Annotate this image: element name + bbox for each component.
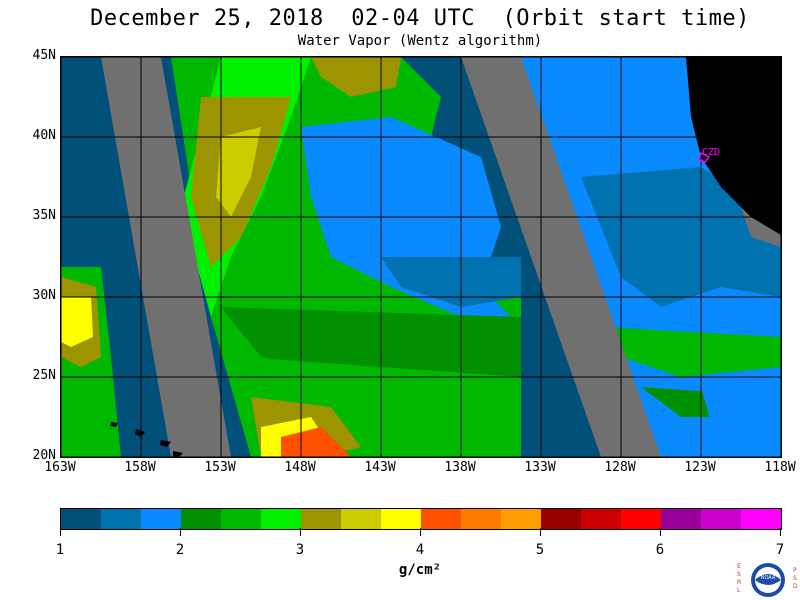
colorbar-units: g/cm² [398, 562, 442, 578]
colorbar-swatch [221, 509, 261, 529]
noaa-esrl-logo: E S R L P S D NOAA [737, 563, 798, 597]
colorbar-swatch [701, 509, 741, 529]
colorbar-tick-mark [540, 528, 541, 536]
czd-station-marker: CZD [698, 147, 720, 163]
land-hawaii-2 [135, 429, 145, 437]
land-hawaii-3 [160, 440, 171, 447]
colorbar-tick-mark [660, 528, 661, 536]
colorbar [60, 508, 782, 530]
lat-tick-label: 30N [32, 288, 56, 303]
colorbar-swatch [101, 509, 141, 529]
colorbar-swatch [381, 509, 421, 529]
svg-text:D: D [793, 583, 798, 590]
land-north-america [686, 57, 781, 235]
water-vapor-map: CZD [60, 56, 782, 458]
colorbar-swatch [301, 509, 341, 529]
lon-tick-label: 118W [764, 460, 796, 475]
lon-tick-label: 123W [684, 460, 716, 475]
map-title: December 25, 2018 02-04 UTC (Orbit start… [90, 6, 750, 31]
colorbar-swatch [461, 509, 501, 529]
colorbar-tick-mark [300, 528, 301, 536]
vapor-region-central-darkgreen [221, 307, 521, 387]
colorbar-tick-mark [780, 528, 781, 536]
svg-text:R: R [737, 579, 741, 586]
colorbar-swatch [541, 509, 581, 529]
vapor-region-central-olive-top [311, 57, 401, 97]
colorbar-swatch [181, 509, 221, 529]
colorbar-swatch [661, 509, 701, 529]
svg-text:S: S [737, 571, 741, 578]
colorbar-swatch [501, 509, 541, 529]
colorbar-tick-label: 7 [775, 542, 785, 558]
colorbar-swatch [621, 509, 661, 529]
lon-tick-label: 158W [124, 460, 156, 475]
colorbar-swatch [61, 509, 101, 529]
lat-tick-label: 45N [32, 48, 56, 63]
vapor-region-west-yellow [61, 297, 93, 347]
colorbar-swatch [741, 509, 781, 529]
lat-tick-label: 35N [32, 208, 56, 223]
colorbar-swatch [341, 509, 381, 529]
colorbar-tick-mark [180, 528, 181, 536]
vapor-region-east-deep [701, 377, 781, 457]
logo-right-letters: P [793, 567, 797, 574]
vapor-region-east-midblue [581, 167, 781, 307]
colorbar-swatch [261, 509, 301, 529]
colorbar-tick-label: 2 [175, 542, 185, 558]
colorbar-swatch [421, 509, 461, 529]
lon-tick-label: 143W [364, 460, 396, 475]
map-subtitle: Water Vapor (Wentz algorithm) [297, 33, 543, 49]
lon-tick-label: 133W [524, 460, 556, 475]
colorbar-tick-mark [60, 528, 61, 536]
colorbar-tick-label: 3 [295, 542, 305, 558]
swath-gap-west [101, 57, 231, 457]
colorbar-tick-label: 1 [55, 542, 65, 558]
lon-tick-label: 153W [204, 460, 236, 475]
swath-gap-east [461, 57, 661, 457]
logo-center-text: NOAA [761, 575, 776, 581]
svg-text:L: L [737, 587, 741, 594]
vapor-region-east-green [601, 327, 781, 377]
colorbar-swatch [581, 509, 621, 529]
land-hawaii-1 [110, 422, 118, 427]
czd-station-label: CZD [702, 147, 720, 158]
lat-tick-label: 40N [32, 128, 56, 143]
colorbar-tick-label: 6 [655, 542, 665, 558]
lat-tick-label: 20N [32, 448, 56, 463]
lon-tick-label: 148W [284, 460, 316, 475]
lon-tick-label: 163W [44, 460, 76, 475]
colorbar-swatch [141, 509, 181, 529]
lon-tick-label: 138W [444, 460, 476, 475]
vapor-region-central-orange [281, 427, 351, 457]
lat-tick-label: 25N [32, 368, 56, 383]
colorbar-tick-mark [420, 528, 421, 536]
land-hawaii-4 [173, 451, 183, 457]
logo-left-letters: E [737, 563, 741, 570]
vapor-region-central-yellow [216, 127, 261, 217]
lat-lon-grid [61, 57, 781, 457]
colorbar-tick-label: 4 [415, 542, 425, 558]
svg-text:S: S [793, 575, 797, 582]
colorbar-tick-label: 5 [535, 542, 545, 558]
vapor-region-central-midblue [381, 257, 521, 307]
lon-tick-label: 128W [604, 460, 636, 475]
